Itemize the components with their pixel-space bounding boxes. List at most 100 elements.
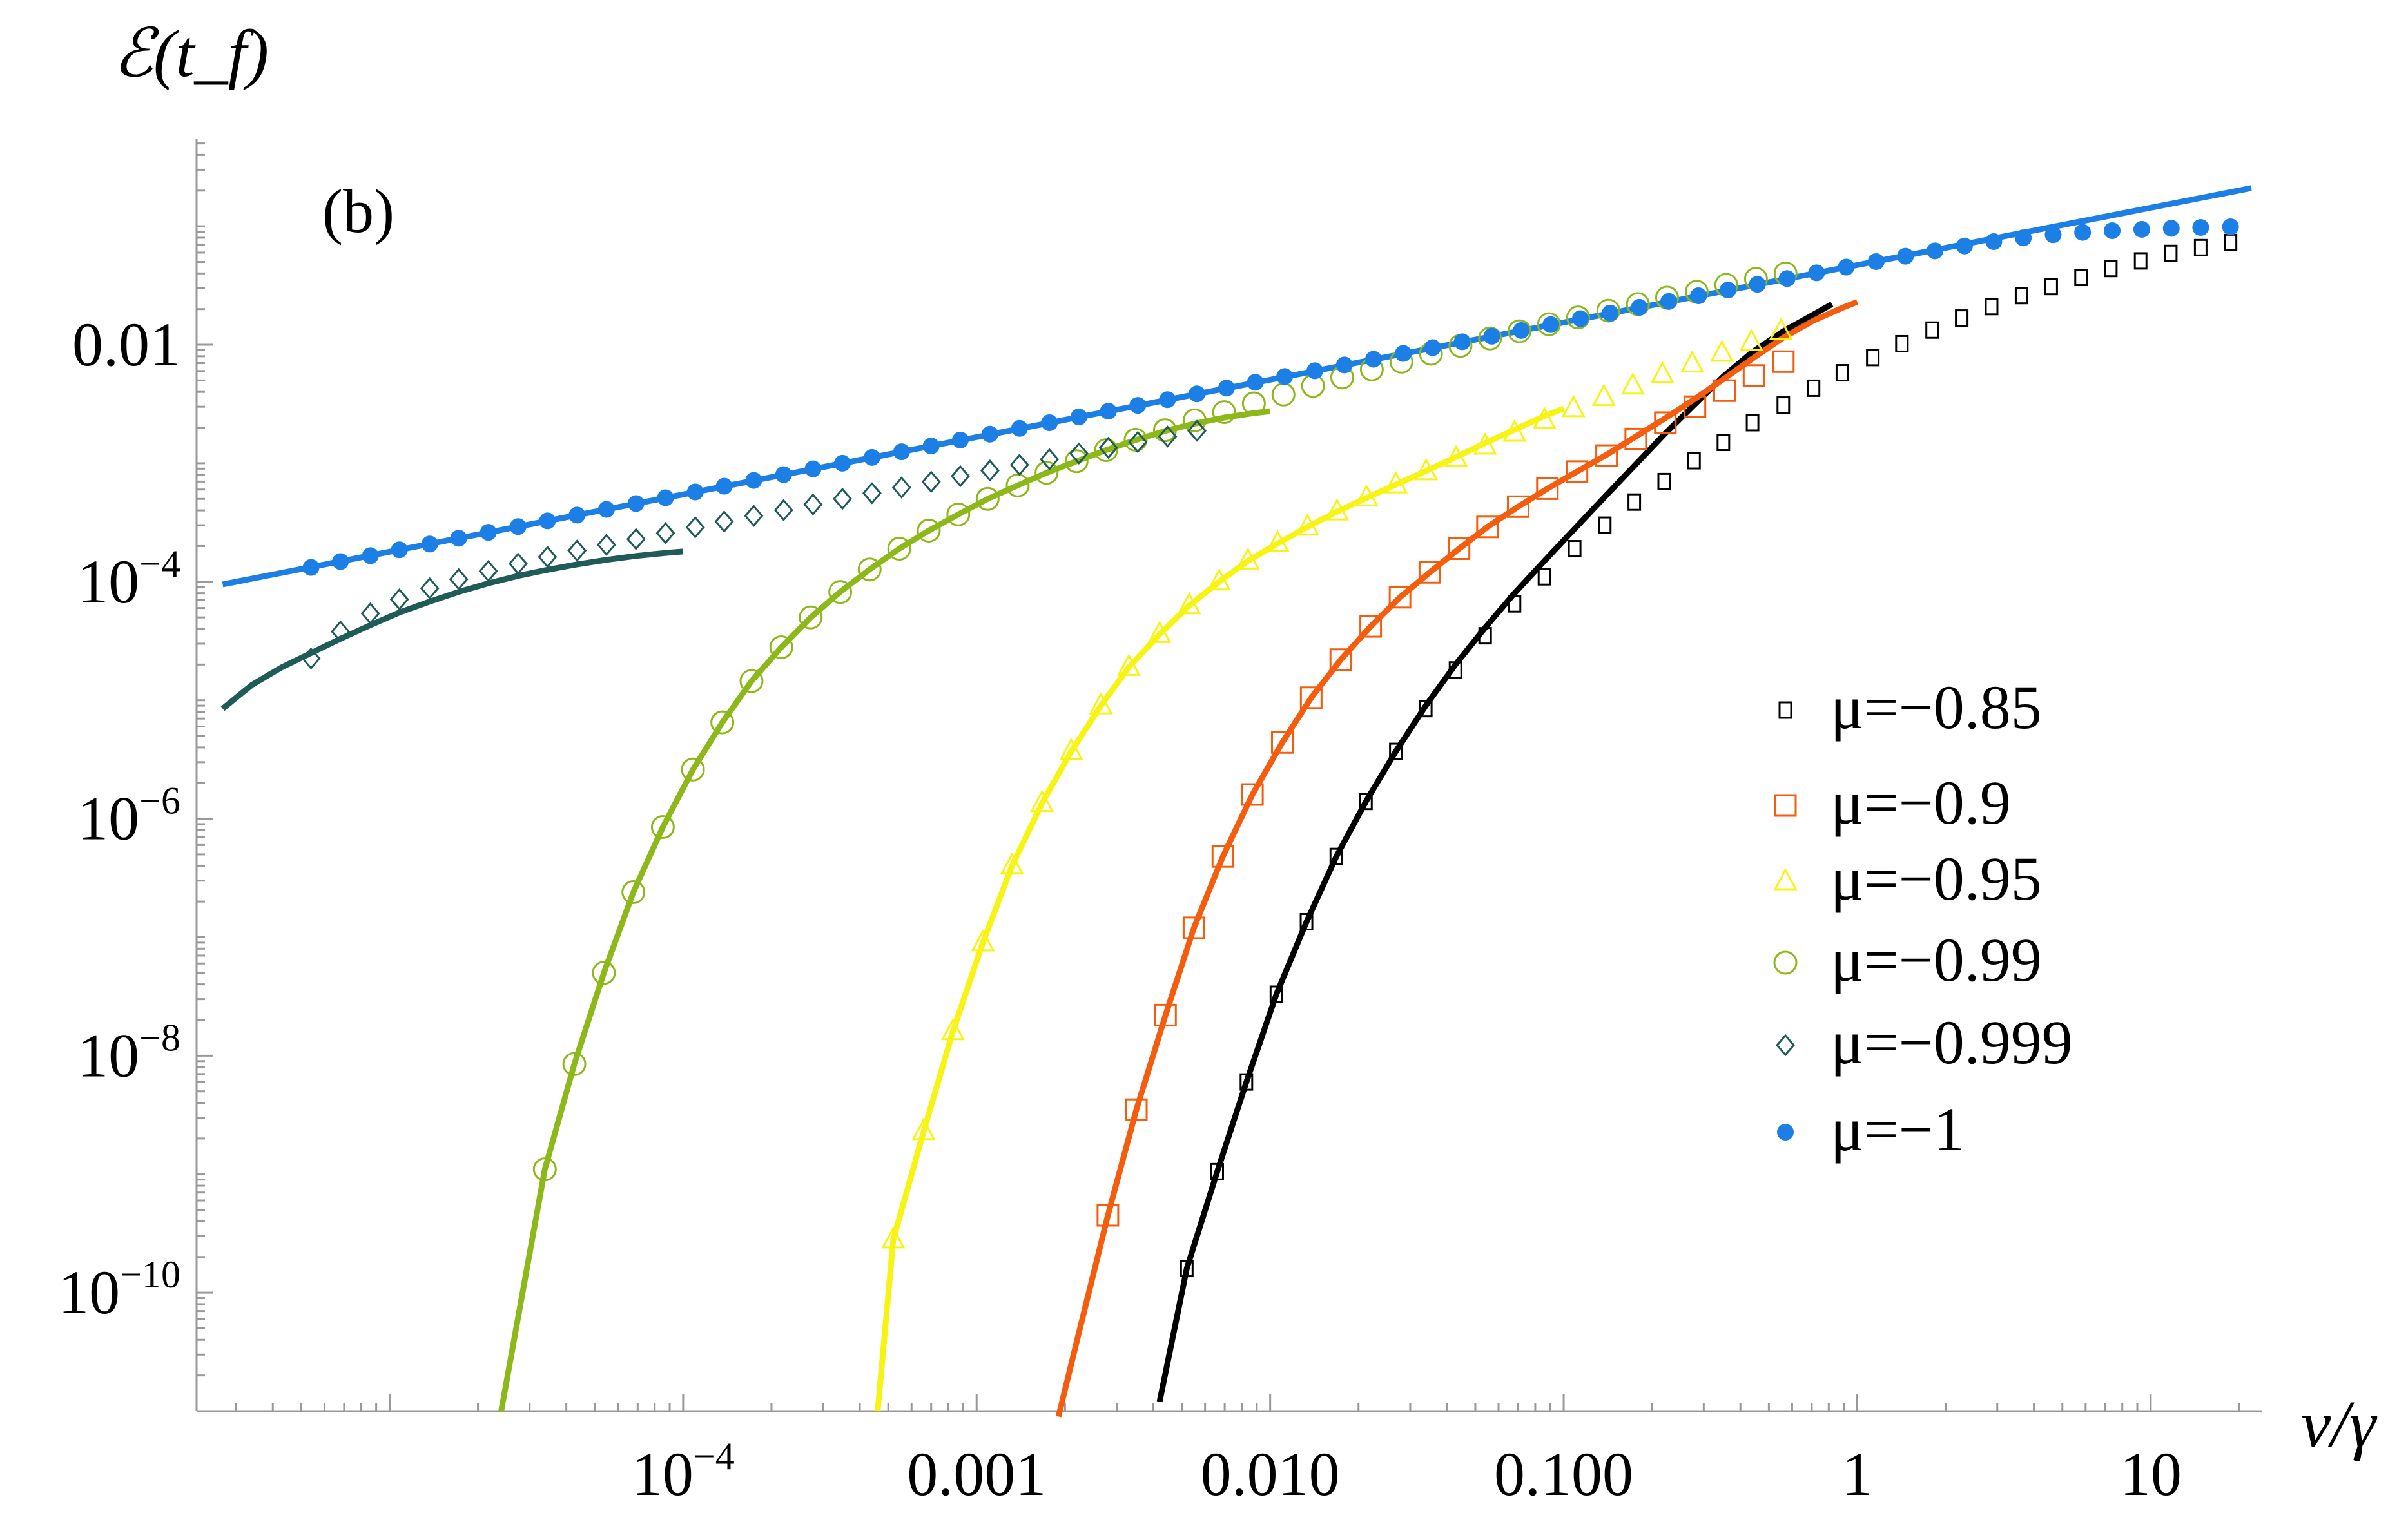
data-point — [1182, 408, 1207, 432]
data-point — [2015, 229, 2032, 247]
data-point — [1710, 339, 1734, 362]
panel-label: (b) — [322, 177, 394, 246]
legend-label: μ=−0.9 — [1830, 768, 2011, 837]
x-tick-label-text: 0.100 — [1494, 1440, 1633, 1508]
data-point — [1566, 460, 1589, 483]
data-point — [1329, 847, 1343, 865]
series-4 — [301, 419, 1207, 670]
data-point — [828, 580, 853, 604]
data-point — [1448, 661, 1462, 679]
data-point — [773, 499, 793, 521]
data-point — [1359, 615, 1383, 638]
data-point — [1212, 400, 1236, 425]
data-point — [1241, 391, 1266, 416]
data-point — [1444, 445, 1468, 467]
data-point — [1561, 394, 1586, 418]
data-point — [1395, 345, 1412, 362]
data-point — [1335, 356, 1353, 374]
data-point — [331, 620, 351, 643]
data-point — [478, 559, 498, 583]
y-tick-label-exponent: −10 — [120, 1253, 180, 1296]
data-point — [685, 516, 705, 539]
data-point — [657, 489, 674, 506]
data-point — [1602, 304, 1619, 322]
data-point — [1596, 298, 1620, 323]
data-point — [1299, 686, 1323, 709]
data-point — [1000, 852, 1024, 875]
fit-curve-5 — [222, 185, 2252, 588]
data-point — [1116, 653, 1141, 676]
data-point — [1866, 349, 1880, 367]
legend-item: μ=−0.9 — [1774, 768, 2011, 837]
data-point — [1772, 350, 1795, 373]
legend-marker — [1774, 794, 1797, 817]
y-tick-label: 10−6 — [77, 780, 180, 853]
data-point — [1070, 409, 1087, 426]
fit-curve-4 — [220, 548, 684, 711]
data-point — [1591, 383, 1616, 407]
data-point — [421, 535, 438, 553]
data-point — [1478, 627, 1492, 645]
data-point — [1265, 530, 1290, 553]
data-point — [650, 815, 675, 840]
data-point — [833, 487, 853, 510]
legend-item: μ=−1 — [1777, 1095, 1965, 1164]
data-point — [1650, 361, 1675, 383]
data-point — [621, 880, 646, 905]
legend: μ=−0.85 μ=−0.9 μ=−0.95 μ=−0.99 μ=−0.999 μ=−1 — [1773, 673, 2073, 1164]
x-tick-label: 0.100 — [1494, 1440, 1633, 1508]
data-point — [863, 448, 880, 466]
data-point — [1687, 452, 1701, 470]
data-point — [567, 539, 587, 562]
data-point — [1502, 419, 1527, 442]
data-point — [596, 534, 616, 556]
y-tick-label: 10−4 — [77, 543, 180, 616]
legend-label: μ=−1 — [1830, 1095, 1965, 1164]
data-point — [2162, 220, 2180, 237]
data-point — [597, 501, 615, 518]
data-point — [769, 635, 793, 659]
series-2 — [881, 317, 1793, 1249]
legend-label: μ=−0.85 — [1830, 673, 2042, 742]
data-point — [1354, 484, 1379, 507]
data-point — [1011, 419, 1028, 437]
data-point — [1271, 382, 1296, 407]
data-point — [1620, 372, 1645, 395]
data-point — [480, 524, 497, 541]
data-point — [951, 431, 969, 448]
data-point — [981, 425, 998, 443]
data-point — [1513, 322, 1530, 339]
data-point — [891, 476, 911, 499]
data-point — [1778, 270, 1796, 287]
data-point — [1129, 397, 1147, 414]
legend-label: μ=−0.99 — [1830, 925, 2042, 994]
data-point — [1448, 537, 1471, 561]
data-point — [1745, 414, 1760, 432]
y-tick-label-text: 0.01 — [72, 310, 180, 379]
data-point — [1096, 1204, 1120, 1227]
data-point — [922, 438, 940, 455]
data-point — [332, 553, 349, 570]
data-point — [1236, 547, 1260, 570]
data-point — [1041, 414, 1058, 431]
legend-item: μ=−0.95 — [1773, 844, 2042, 913]
data-point — [1094, 438, 1118, 463]
data-point — [744, 505, 764, 527]
legend-label: μ=−0.999 — [1830, 1008, 2073, 1077]
data-point — [1776, 396, 1791, 414]
data-point — [862, 482, 882, 505]
y-tick-label-text: 10 — [77, 1021, 139, 1090]
data-point — [1100, 403, 1117, 420]
data-point — [686, 483, 704, 501]
data-markers — [301, 218, 2239, 1278]
y-axis-title: ℰ(t_f) — [113, 17, 269, 91]
data-point — [362, 547, 379, 564]
data-point — [1571, 310, 1589, 327]
data-point — [1542, 316, 1560, 333]
data-point — [1098, 436, 1118, 459]
data-point — [1808, 264, 1825, 282]
data-point — [1365, 351, 1383, 368]
data-point — [745, 472, 762, 489]
y-tick-label-exponent: −4 — [139, 543, 180, 585]
